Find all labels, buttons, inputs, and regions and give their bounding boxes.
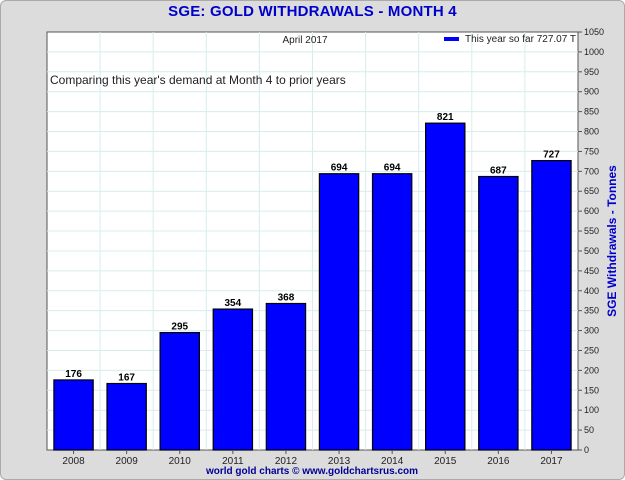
- data-label: 821: [437, 112, 454, 123]
- y-tick-label: 800: [584, 127, 599, 137]
- chart-credit: world gold charts © www.goldchartsrus.co…: [205, 466, 418, 477]
- y-axis-label: SGE Withdrawals - Tonnes: [605, 165, 619, 317]
- bars: [53, 122, 572, 451]
- bar-2017: [531, 159, 572, 451]
- y-tick-label: 600: [584, 206, 599, 216]
- y-tick-label: 100: [584, 405, 599, 415]
- x-tick-label: 2012: [275, 456, 298, 467]
- chart-title: SGE: GOLD WITHDRAWALS - MONTH 4: [168, 3, 457, 20]
- data-label: 167: [118, 373, 135, 384]
- data-label: 694: [384, 163, 401, 174]
- y-tick-label: 150: [584, 385, 599, 395]
- y-tick-label: 700: [584, 166, 599, 176]
- data-label: 176: [65, 369, 82, 380]
- legend: This year so far 727.07 T: [444, 34, 576, 45]
- y-tick-label: 500: [584, 246, 599, 256]
- bar-2012: [265, 302, 307, 451]
- chart-annotation: Comparing this year's demand at Month 4 …: [50, 73, 346, 87]
- chart-subtitle: April 2017: [282, 35, 327, 46]
- y-tick-label: 900: [584, 87, 599, 97]
- y-tick-label: 950: [584, 67, 599, 77]
- bar-2010: [159, 331, 200, 451]
- y-tick-label: 750: [584, 146, 599, 156]
- x-tick-label: 2014: [381, 456, 404, 467]
- bar-2011: [212, 308, 254, 451]
- y-tick-label: 350: [584, 306, 599, 316]
- x-tick-label: 2009: [116, 456, 139, 467]
- bar-2009: [106, 382, 147, 451]
- x-tick-label: 2008: [62, 456, 85, 467]
- data-labels: 176 167 295 354 368 694 694 821 687 727: [65, 112, 560, 383]
- x-tick-label: 2016: [487, 456, 510, 467]
- data-label: 354: [225, 298, 242, 309]
- bar-2008: [53, 379, 94, 451]
- y-tick-label: 1050: [584, 27, 604, 37]
- y-axis-ticks: 0 50 100 150 200 250 300 350 400 450 500 550 600 650 7…: [578, 27, 604, 455]
- y-tick-label: 300: [584, 326, 599, 336]
- y-tick-label: 200: [584, 365, 599, 375]
- y-tick-label: 650: [584, 186, 599, 196]
- data-label: 694: [331, 163, 348, 174]
- data-label: 687: [490, 166, 507, 177]
- y-tick-label: 0: [584, 445, 589, 455]
- bar-2016: [478, 175, 519, 451]
- x-tick-label: 2017: [540, 456, 563, 467]
- data-label: 295: [171, 322, 188, 333]
- data-label: 368: [278, 293, 295, 304]
- x-axis-categories: 2008 2009 2010 2011 2012 2013 2014 2015 2016 2017: [62, 450, 563, 467]
- y-tick-label: 550: [584, 226, 599, 236]
- y-tick-label: 400: [584, 286, 599, 296]
- y-tick-label: 850: [584, 107, 599, 117]
- bar-2014: [371, 173, 413, 451]
- data-label: 727: [543, 150, 560, 161]
- x-tick-label: 2010: [169, 456, 192, 467]
- y-tick-label: 250: [584, 345, 599, 355]
- legend-label: This year so far 727.07 T: [465, 34, 576, 45]
- y-tick-label: 1000: [584, 47, 604, 57]
- x-tick-label: 2011: [222, 456, 244, 467]
- y-tick-label: 450: [584, 266, 599, 276]
- bar-2015: [425, 122, 466, 451]
- y-tick-label: 50: [584, 425, 594, 435]
- x-tick-label: 2015: [434, 456, 457, 467]
- x-tick-label: 2013: [328, 456, 351, 467]
- grid: [47, 32, 578, 450]
- bar-2013: [318, 173, 360, 451]
